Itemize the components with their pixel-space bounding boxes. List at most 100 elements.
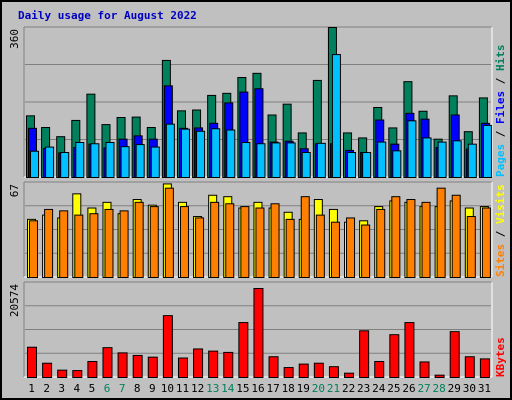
bar-pages-day-8 [135,144,145,178]
bar-sites-day-3 [59,210,69,279]
bar-kbytes-day-22 [344,372,355,379]
visits-legend-separator: / [494,224,507,244]
bar-kbytes-day-1 [27,346,37,378]
day-label-26: 26 [402,382,415,395]
day-label-5: 5 [89,382,96,395]
day-label-18: 18 [282,382,295,395]
bar-sites-day-16 [255,207,265,278]
chart-title: Daily usage for August 2022 [18,9,197,22]
bar-pages-day-5 [90,143,100,178]
bar-pages-day-11 [180,128,190,178]
day-label-19: 19 [297,382,310,395]
bar-kbytes-day-8 [132,354,143,378]
day-label-17: 17 [266,382,279,395]
day-label-29: 29 [448,382,461,395]
bar-sites-day-4 [74,214,84,278]
hits-legend-separator: / [494,124,507,144]
day-label-15: 15 [236,382,249,395]
bar-kbytes-day-25 [389,334,400,378]
bar-pages-day-21 [331,54,341,178]
bar-kbytes-day-24 [374,360,385,378]
bar-kbytes-day-29 [449,331,460,378]
day-label-2: 2 [43,382,50,395]
bar-pages-day-3 [60,152,70,178]
bar-kbytes-day-17 [268,356,279,379]
bar-kbytes-day-7 [117,352,128,378]
bar-sites-day-30 [466,216,476,278]
bar-pages-day-20 [316,142,326,178]
bar-pages-day-25 [392,150,402,178]
day-label-4: 4 [74,382,81,395]
bar-sites-day-22 [346,217,356,278]
bar-pages-day-24 [377,141,387,178]
day-label-10: 10 [161,382,174,395]
bar-sites-day-6 [104,208,114,278]
bar-sites-day-24 [376,208,386,278]
bar-pages-day-16 [256,143,266,178]
bar-sites-day-27 [421,201,431,279]
bar-pages-day-9 [150,146,160,178]
day-label-31: 31 [478,382,491,395]
bar-pages-day-17 [271,142,281,179]
bar-kbytes-day-27 [419,361,430,378]
bar-kbytes-day-26 [404,322,415,379]
bar-kbytes-day-3 [57,369,68,378]
day-label-13: 13 [206,382,219,395]
day-label-20: 20 [312,382,325,395]
day-label-12: 12 [191,382,204,395]
kbytes-legend: KBytes [494,337,507,377]
bar-sites-day-21 [330,221,340,278]
bar-sites-day-19 [300,196,310,278]
day-label-27: 27 [417,382,430,395]
day-label-16: 16 [251,382,264,395]
hits-legend: Pages / Files / Hits [494,45,507,178]
bar-pages-day-12 [196,130,206,178]
visits-legend: Sites / Visits [494,184,507,277]
bar-pages-day-13 [211,128,221,178]
bar-pages-day-4 [75,142,85,178]
legend-visits: Visits [494,184,507,224]
bar-sites-day-2 [44,208,54,278]
bar-kbytes-day-20 [313,362,324,378]
day-label-6: 6 [104,382,111,395]
bar-pages-day-6 [105,142,115,178]
hits-legend-separator: / [494,71,507,91]
bar-kbytes-day-4 [72,370,83,379]
bar-kbytes-day-31 [479,358,490,379]
bar-sites-day-14 [225,203,235,279]
bar-sites-day-15 [240,206,250,278]
day-label-1: 1 [28,382,35,395]
bar-pages-day-10 [165,123,175,178]
bar-sites-day-25 [391,196,401,278]
bar-sites-day-12 [195,217,205,278]
bar-pages-day-22 [347,152,357,178]
day-label-14: 14 [221,382,235,395]
bar-pages-day-30 [467,143,477,179]
hits-panel [23,26,493,179]
bar-kbytes-day-18 [283,367,294,378]
bar-kbytes-day-16 [253,288,264,378]
day-label-28: 28 [433,382,446,395]
bar-sites-day-7 [119,210,129,279]
legend-sites: Sites [494,244,507,277]
day-label-23: 23 [357,382,370,395]
bar-pages-day-28 [437,141,447,178]
bar-pages-day-26 [407,120,417,179]
bar-kbytes-day-23 [359,330,370,379]
bar-kbytes-day-11 [177,357,188,379]
kbytes-panel [23,281,493,379]
bar-kbytes-day-21 [328,366,339,379]
day-label-30: 30 [463,382,476,395]
bar-kbytes-day-5 [87,360,98,378]
bar-sites-day-23 [361,224,371,278]
day-label-22: 22 [342,382,355,395]
visits-ymax-label: 67 [8,184,21,197]
bar-kbytes-day-2 [42,362,53,378]
bar-sites-day-20 [315,214,325,278]
day-label-8: 8 [134,382,141,395]
bar-kbytes-day-9 [147,356,158,379]
bar-pages-day-31 [482,124,492,178]
bar-pages-day-18 [286,142,296,179]
legend-pages: Pages [494,144,507,177]
